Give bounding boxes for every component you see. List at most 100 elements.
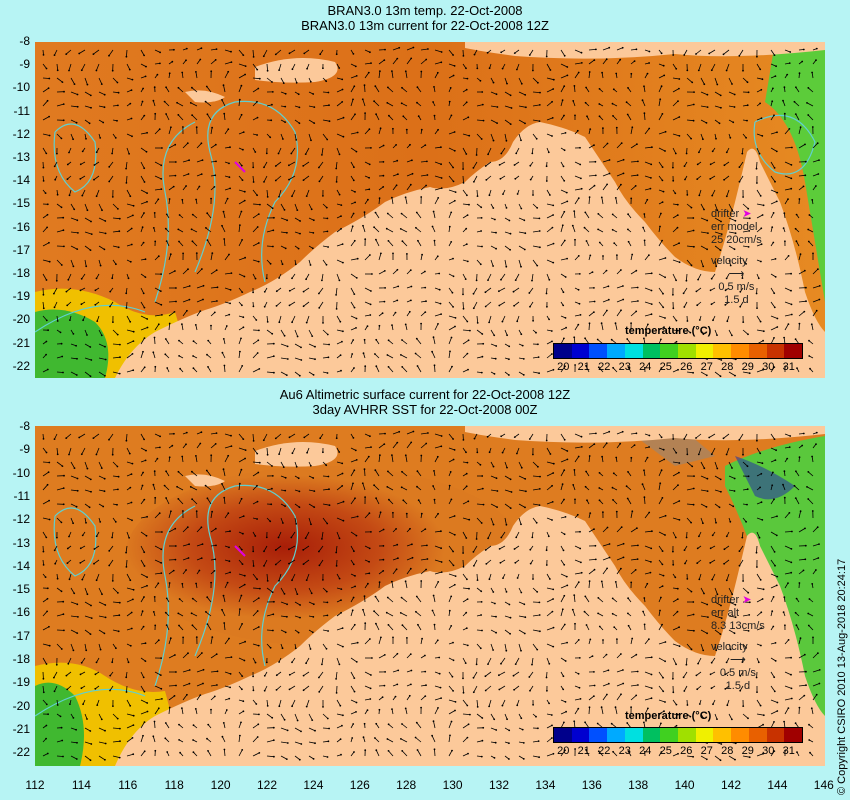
current-vector [658, 226, 661, 233]
current-vector-head [436, 71, 439, 74]
current-vector [336, 531, 340, 539]
current-vector-head [695, 437, 697, 439]
current-vector-head [682, 292, 685, 295]
current-vector-head [95, 69, 98, 72]
current-vector-head [588, 322, 591, 325]
current-vector-head [433, 470, 435, 472]
current-vector [462, 329, 470, 331]
current-vector-head [784, 240, 786, 243]
current-vector-head [278, 661, 280, 663]
current-vector-head [432, 101, 434, 103]
current-vector-head [807, 612, 810, 615]
current-vector-head [501, 451, 504, 454]
current-vector [84, 461, 88, 469]
current-vector [303, 671, 310, 676]
current-vector-head [172, 569, 175, 572]
current-vector-head [747, 207, 750, 210]
current-vector-head [760, 227, 763, 230]
current-vector [644, 530, 652, 533]
current-vector [532, 503, 540, 506]
current-vector-head [146, 200, 148, 203]
legend-err-value: 25 20cm/s [711, 234, 762, 246]
current-vector-head [501, 320, 504, 323]
current-vector-head [738, 180, 741, 183]
current-vector [686, 461, 693, 467]
current-vector [305, 531, 310, 539]
current-vector-head [659, 225, 661, 228]
current-vector [294, 357, 302, 361]
current-vector-head [593, 684, 596, 687]
current-vector-head [509, 232, 512, 235]
current-vector-head [462, 168, 464, 170]
current-vector-head [325, 206, 328, 209]
current-vector [280, 357, 288, 360]
current-vector-head [274, 165, 277, 167]
current-vector-head [185, 431, 188, 434]
current-vector-head [563, 533, 566, 536]
current-vector-head [117, 91, 120, 94]
current-vector-head [257, 471, 260, 474]
current-vector [364, 85, 366, 93]
current-vector [415, 227, 422, 233]
current-vector-head [589, 128, 592, 130]
current-vector [434, 545, 442, 549]
current-vector-head [616, 254, 618, 256]
current-vector-head [804, 544, 807, 547]
current-vector-head [468, 134, 471, 137]
current-vector-head [46, 213, 49, 216]
current-vector [644, 146, 652, 149]
current-vector [318, 545, 324, 552]
current-vector-head [476, 195, 479, 198]
current-vector-head [650, 687, 653, 689]
panel1-map[interactable]: drifter ➤ err model 25 20cm/s velocity ⟶… [35, 42, 825, 378]
current-vector [70, 105, 78, 108]
current-vector [434, 240, 436, 247]
current-vector [140, 447, 147, 451]
current-vector-head [454, 317, 457, 319]
current-vector-head [450, 241, 453, 243]
current-vector [168, 638, 172, 645]
current-vector-head [200, 173, 203, 176]
current-vector [798, 311, 805, 317]
current-vector-head [747, 630, 750, 632]
current-vector [42, 315, 48, 321]
current-vector [612, 499, 618, 505]
current-vector-head [612, 472, 615, 475]
current-vector-head [425, 568, 427, 571]
current-vector [350, 86, 355, 93]
current-vector [126, 573, 131, 581]
current-vector-head [787, 255, 790, 257]
current-vector-head [117, 592, 119, 594]
current-vector-head [738, 55, 741, 57]
current-vector-head [395, 184, 398, 187]
current-vector-head [607, 298, 610, 301]
current-vector [630, 432, 637, 435]
current-vector [223, 595, 226, 603]
current-vector-head [177, 612, 180, 615]
current-vector [432, 226, 436, 233]
current-vector-head [493, 373, 496, 375]
current-vector-head [454, 191, 457, 194]
panel2-map[interactable]: drifter ➤ err alt 8.3 13cm/s velocity ⟶ … [35, 426, 825, 766]
velocity-arrow-icon: ⟶ [728, 268, 745, 280]
current-vector [70, 217, 78, 221]
current-vector [448, 326, 456, 331]
current-vector [289, 287, 296, 292]
current-vector [280, 203, 285, 211]
current-vector-head [516, 577, 519, 579]
current-vector [726, 573, 730, 581]
current-vector-head [706, 93, 709, 96]
current-vector-head [488, 194, 491, 197]
current-vector [66, 287, 72, 292]
current-vector-head [355, 327, 357, 329]
current-vector-head [342, 116, 345, 119]
current-vector-head [690, 206, 693, 209]
current-vector [266, 355, 274, 359]
current-vector [190, 102, 198, 107]
current-vector [782, 100, 786, 107]
current-vector-head [580, 62, 583, 64]
current-vector-head [191, 86, 193, 89]
current-vector-head [383, 270, 386, 272]
current-vector-head [420, 512, 423, 515]
current-vector [560, 225, 564, 233]
